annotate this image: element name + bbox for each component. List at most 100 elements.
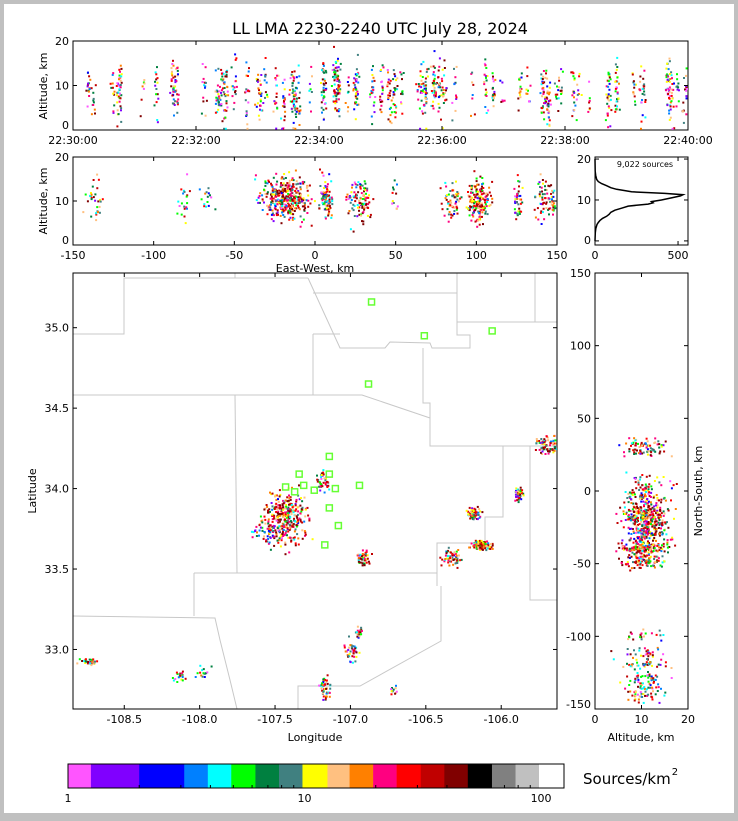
source-point <box>365 192 367 195</box>
source-point <box>554 93 557 96</box>
source-point <box>326 682 329 685</box>
source-point <box>544 180 547 183</box>
source-point <box>119 86 122 89</box>
source-point <box>356 215 359 218</box>
source-point <box>492 105 495 108</box>
source-point <box>660 444 663 447</box>
source-point <box>284 507 286 510</box>
lma-station-marker <box>420 331 429 340</box>
source-point <box>541 95 544 98</box>
source-point <box>647 493 650 496</box>
source-point <box>311 75 313 78</box>
source-point <box>424 111 427 114</box>
source-point <box>350 191 353 194</box>
source-point <box>666 508 669 511</box>
source-point <box>324 191 327 194</box>
source-point <box>323 491 326 494</box>
source-point <box>281 537 283 540</box>
source-point <box>298 208 301 211</box>
source-point <box>460 558 463 561</box>
source-point <box>662 653 665 656</box>
source-point <box>281 199 284 202</box>
source-point <box>393 93 396 96</box>
source-point <box>261 521 264 524</box>
source-point <box>647 562 650 565</box>
source-point <box>660 484 663 487</box>
source-point <box>640 537 643 540</box>
source-point <box>648 516 651 519</box>
source-point <box>534 196 537 199</box>
source-point <box>400 92 403 95</box>
source-point <box>286 519 289 522</box>
source-point <box>542 448 545 451</box>
source-point <box>272 514 275 517</box>
source-point <box>295 498 298 501</box>
source-point <box>659 546 662 549</box>
source-point <box>273 525 276 528</box>
source-point <box>301 529 304 532</box>
lma-figure: LL LMA 2230-2240 UTC July 28, 2024 22:30… <box>26 19 713 805</box>
source-point <box>339 68 342 71</box>
source-point <box>517 109 520 112</box>
source-point <box>614 87 617 90</box>
y-tick-label: -100 <box>566 630 591 643</box>
source-point <box>245 114 248 116</box>
source-point <box>483 205 486 208</box>
source-point <box>642 540 645 543</box>
source-point <box>289 516 292 519</box>
source-point <box>257 87 260 90</box>
source-point <box>489 548 492 550</box>
source-point <box>517 492 520 495</box>
source-point <box>576 93 579 96</box>
source-point <box>234 58 237 61</box>
source-point <box>515 490 518 493</box>
source-point <box>557 97 560 100</box>
source-point <box>454 109 457 112</box>
source-point <box>214 90 217 93</box>
source-point <box>526 66 529 69</box>
source-point <box>639 634 642 637</box>
source-point <box>651 678 654 681</box>
source-point <box>630 549 633 552</box>
source-point <box>674 544 677 547</box>
source-point <box>634 678 637 681</box>
source-point <box>272 214 275 217</box>
source-point <box>438 85 441 88</box>
source-point <box>481 202 483 205</box>
source-point <box>577 93 580 95</box>
source-point <box>440 94 443 97</box>
x-tick-label: 50 <box>389 249 403 262</box>
source-point <box>117 113 120 116</box>
source-point <box>482 223 484 226</box>
source-point <box>638 536 640 538</box>
source-point <box>655 686 658 689</box>
source-point <box>287 199 290 201</box>
source-point <box>653 558 656 560</box>
source-point <box>263 79 266 82</box>
source-point <box>429 65 432 68</box>
source-point <box>425 100 428 103</box>
source-point <box>543 441 546 444</box>
source-point <box>483 73 486 76</box>
source-point <box>293 538 296 541</box>
source-point <box>89 662 92 665</box>
source-point <box>660 565 663 568</box>
source-point <box>438 65 441 68</box>
source-point <box>552 443 555 446</box>
lma-station-marker <box>295 470 303 478</box>
source-point <box>361 553 364 555</box>
source-point <box>220 68 223 71</box>
source-point <box>388 82 391 85</box>
source-point <box>94 193 97 196</box>
source-point <box>476 225 479 228</box>
source-point <box>369 93 372 96</box>
source-point <box>492 75 494 78</box>
source-point <box>447 559 450 562</box>
source-point <box>639 557 642 560</box>
source-point <box>294 528 297 531</box>
source-point <box>422 82 425 85</box>
source-point <box>539 195 542 197</box>
source-point <box>308 89 311 92</box>
source-point <box>469 517 472 520</box>
source-point <box>651 525 654 528</box>
